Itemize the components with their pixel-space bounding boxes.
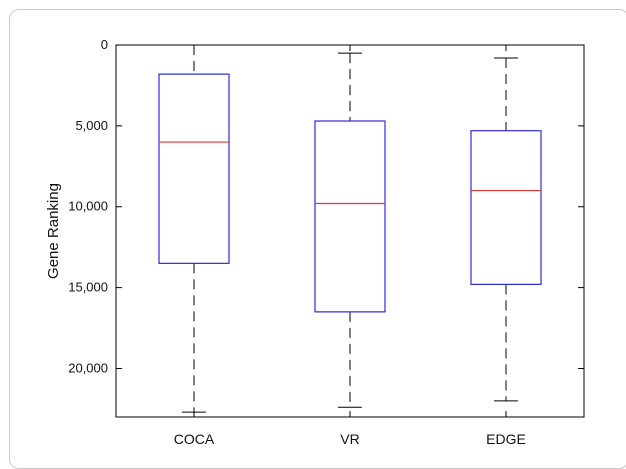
y-tick-label: 10,000 bbox=[68, 199, 108, 214]
box-edge bbox=[470, 57, 542, 402]
y-tick-label: 20,000 bbox=[68, 360, 108, 375]
x-axis-labels: COCA VR EDGE bbox=[174, 431, 526, 447]
y-axis-title: Gene Ranking bbox=[45, 183, 62, 279]
y-tick-label: 15,000 bbox=[68, 280, 108, 295]
box-iqr bbox=[158, 73, 230, 264]
y-tick-label: 0 bbox=[101, 37, 108, 52]
box-iqr bbox=[314, 120, 386, 313]
box-coca bbox=[158, 44, 230, 413]
x-category-label: COCA bbox=[174, 431, 215, 447]
x-category-label: VR bbox=[340, 431, 359, 447]
y-tick-label: 5,000 bbox=[75, 118, 108, 133]
x-category-label: EDGE bbox=[486, 431, 526, 447]
boxplot-chart: 0 5,000 10,000 15,000 20,000 COCA VR EDGE Gene… bbox=[45, 37, 585, 447]
box-iqr bbox=[470, 130, 542, 285]
y-axis-ticks: 0 5,000 10,000 15,000 20,000 bbox=[68, 37, 584, 417]
box-vr bbox=[314, 52, 386, 408]
box-series bbox=[158, 44, 542, 413]
